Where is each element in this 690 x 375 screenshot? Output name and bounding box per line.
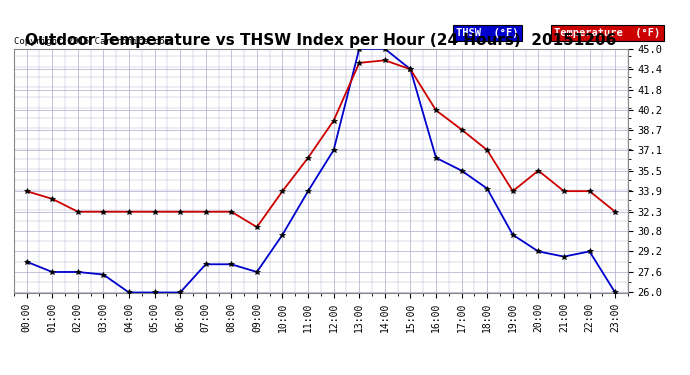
Title: Outdoor Temperature vs THSW Index per Hour (24 Hours)  20151206: Outdoor Temperature vs THSW Index per Ho…	[25, 33, 617, 48]
Text: THSW  (°F): THSW (°F)	[456, 28, 518, 38]
Text: Temperature  (°F): Temperature (°F)	[554, 28, 660, 38]
Text: Copyright 2015 Cartronics.com: Copyright 2015 Cartronics.com	[14, 38, 170, 46]
